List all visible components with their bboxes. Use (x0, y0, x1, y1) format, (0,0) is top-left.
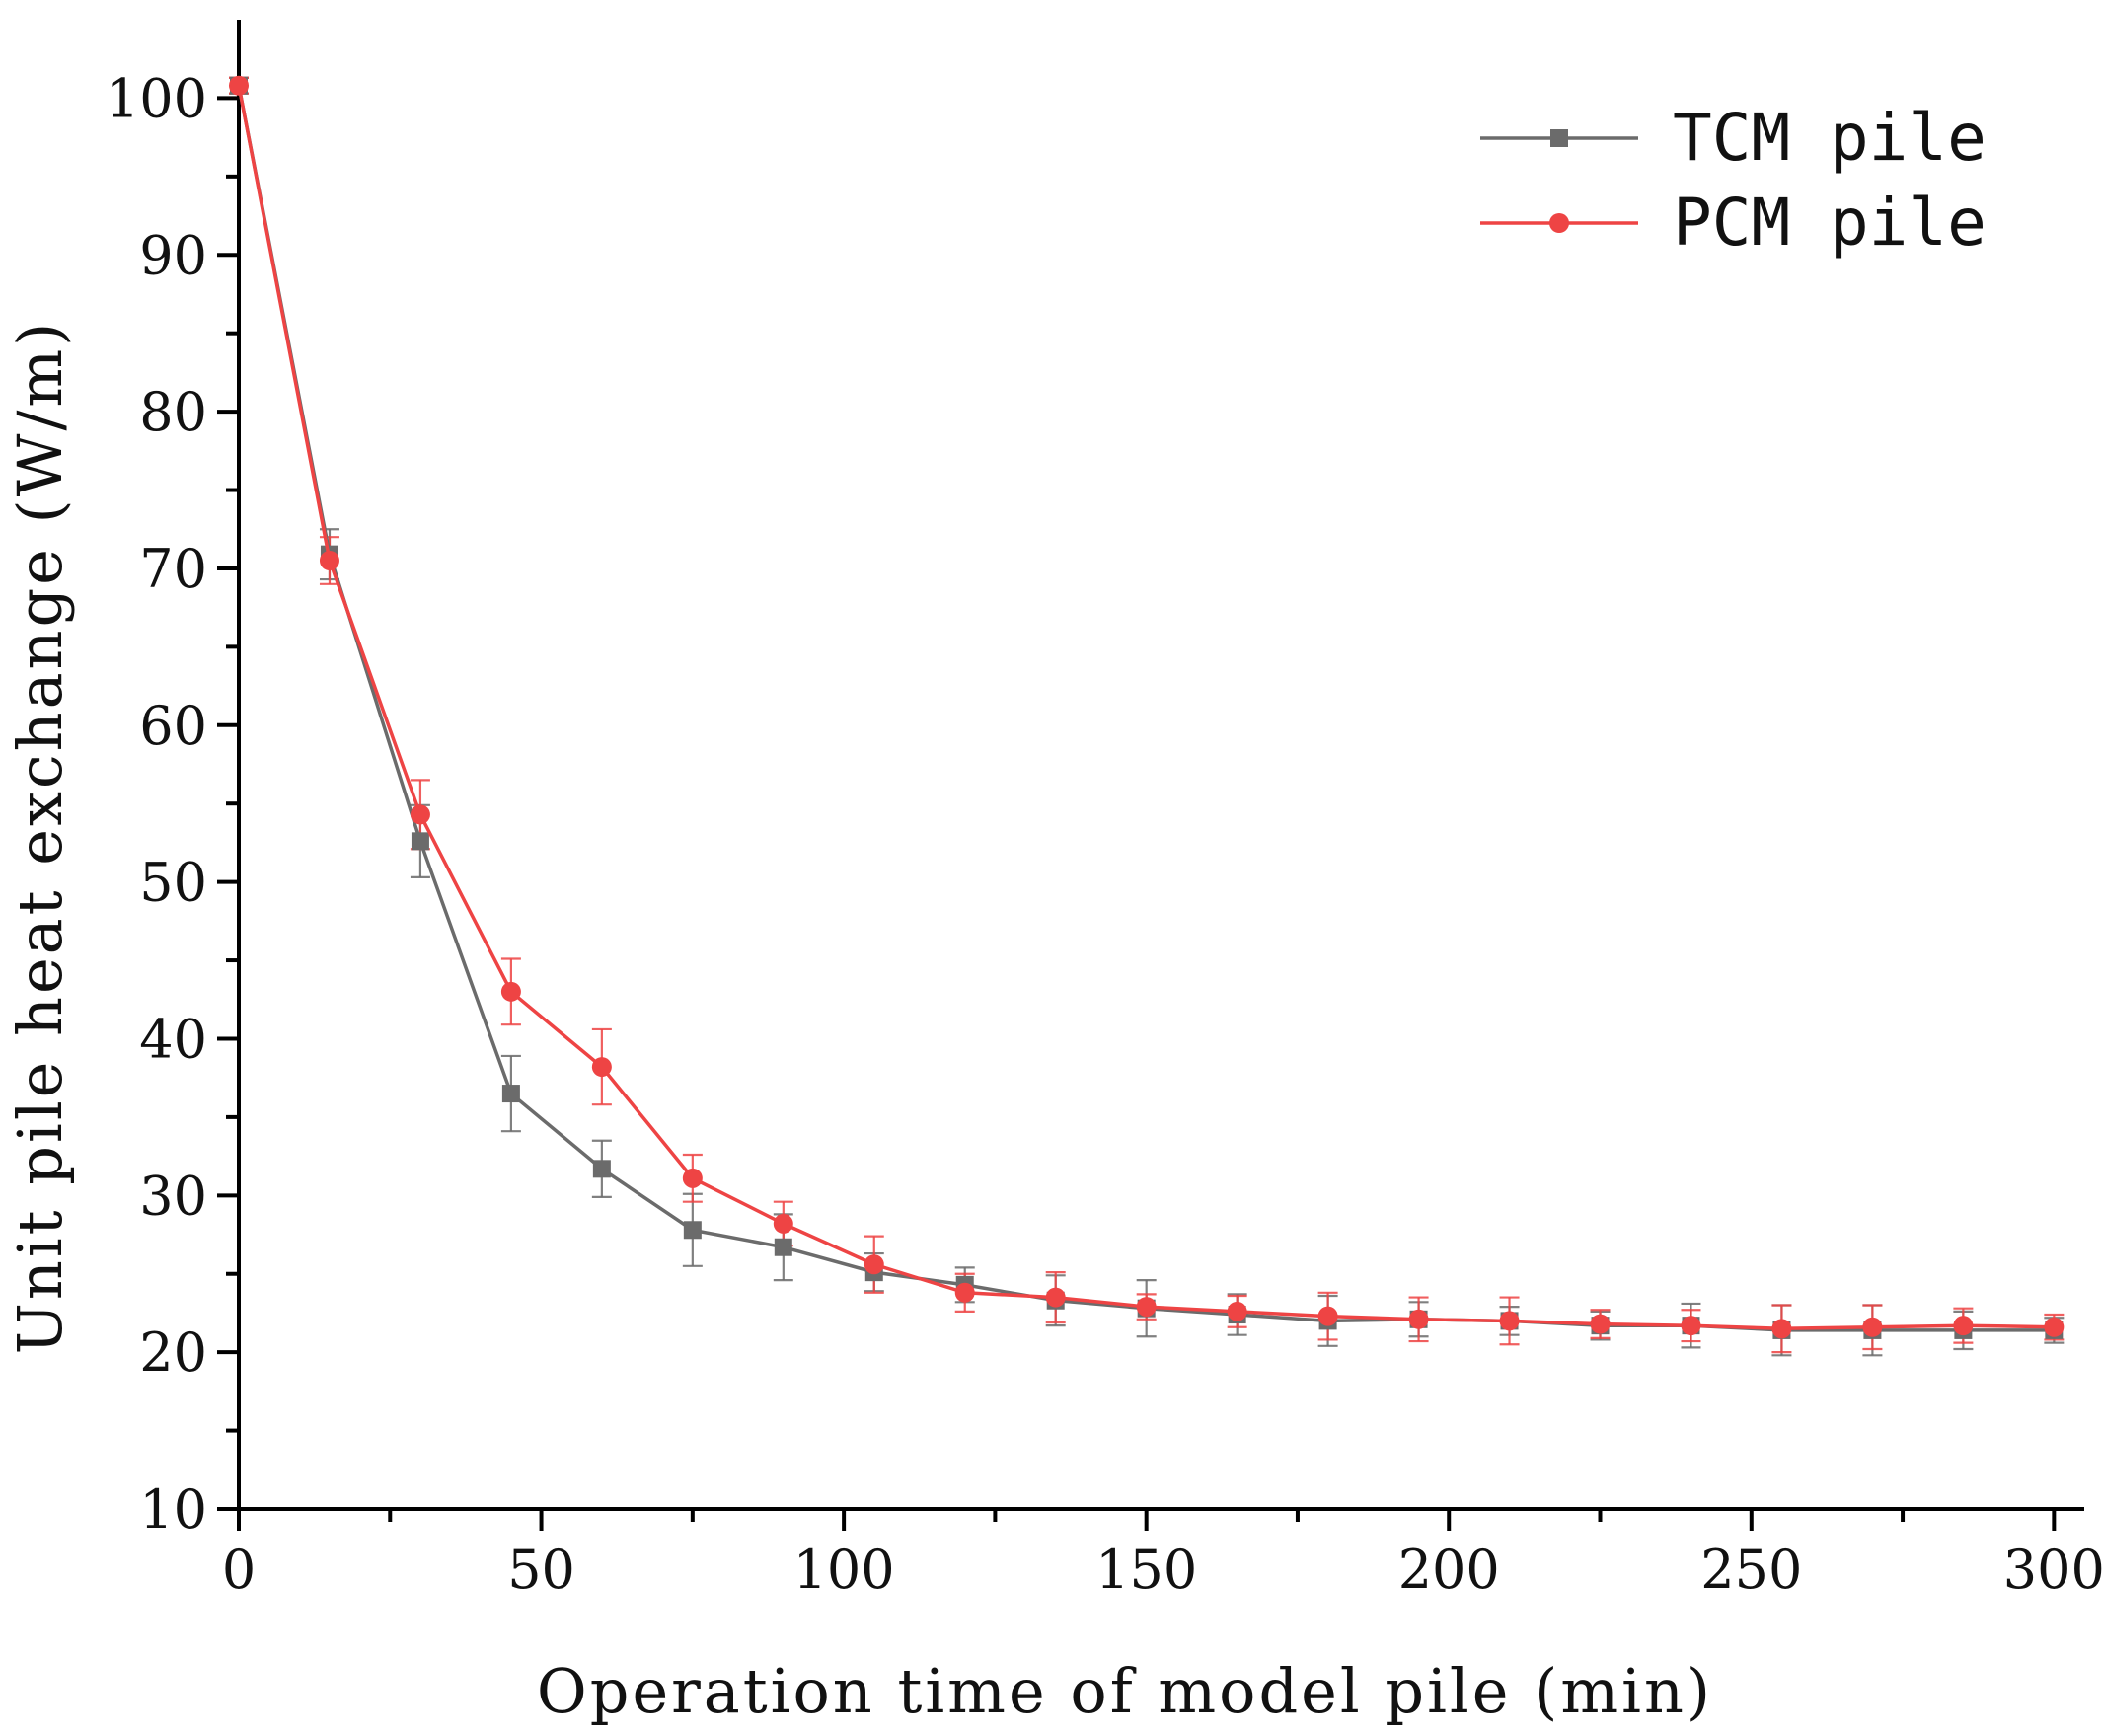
x-axis-title: Operation time of model pile (min) (537, 1655, 1713, 1727)
data-point (683, 1221, 702, 1240)
data-point (1408, 1309, 1429, 1329)
legend-label: TCM pile (1673, 100, 1987, 176)
y-tick-label: 40 (139, 1008, 207, 1070)
x-tick-label: 250 (1700, 1539, 1802, 1601)
data-point (1499, 1311, 1520, 1331)
y-axis-title: Unit pile heat exchange (W/m) (4, 320, 76, 1355)
data-point (591, 1057, 612, 1078)
data-point (410, 804, 430, 825)
y-tick-label: 30 (139, 1165, 207, 1227)
data-point (864, 1254, 884, 1275)
data-point (773, 1213, 793, 1234)
data-point (1590, 1314, 1611, 1334)
y-tick-label: 80 (139, 381, 207, 443)
data-point (1136, 1297, 1157, 1318)
series-line (237, 85, 2055, 1331)
y-tick-label: 60 (139, 695, 207, 757)
error-bars (229, 76, 2065, 1357)
x-tick-label: 50 (507, 1539, 575, 1601)
series-tcm-pile (230, 76, 2064, 1339)
data-point (592, 1160, 611, 1178)
y-tick-label: 50 (139, 852, 207, 914)
x-tick-label: 0 (222, 1539, 256, 1601)
legend-marker (1549, 213, 1569, 233)
series-line (237, 85, 2055, 1332)
data-point (1953, 1316, 1974, 1336)
axes: 0 50 100 150 200 250 300 10 20 30 40 50 60 70 80 90 100 (106, 20, 2103, 1601)
legend-item: PCM pile (1480, 185, 1987, 261)
data-point (229, 75, 249, 96)
data-point (1227, 1301, 1247, 1321)
error-bars-pcm-pile (229, 76, 2065, 1354)
data-point (1045, 1287, 1066, 1308)
series-pcm-pile (229, 75, 2065, 1339)
data-point (411, 832, 429, 851)
y-tick-label: 10 (139, 1478, 207, 1541)
legend-marker (1550, 129, 1568, 147)
x-tick-label: 100 (793, 1539, 895, 1601)
data-point (954, 1282, 975, 1303)
legend: TCM pile PCM pile (1480, 100, 1987, 261)
data-point (1862, 1317, 1883, 1337)
y-tick-label: 100 (106, 67, 207, 129)
x-tick-label: 300 (2003, 1539, 2103, 1601)
data-point (682, 1168, 703, 1188)
data-point (1771, 1319, 1792, 1339)
data-point (1317, 1306, 1338, 1326)
error-bars-tcm-pile (229, 76, 2065, 1357)
y-tick-label: 20 (139, 1321, 207, 1384)
data-point (1681, 1316, 1701, 1336)
y-tick-label: 90 (139, 224, 207, 286)
y-tick-label: 70 (139, 538, 207, 600)
data-point (2044, 1317, 2065, 1337)
data-point (501, 1085, 520, 1103)
legend-item: TCM pile (1480, 100, 1987, 176)
data-point (774, 1238, 792, 1256)
x-tick-label: 150 (1095, 1539, 1197, 1601)
legend-label: PCM pile (1673, 185, 1987, 261)
series (229, 75, 2065, 1339)
data-point (500, 981, 521, 1002)
data-point (319, 551, 339, 571)
x-tick-label: 200 (1398, 1539, 1500, 1601)
